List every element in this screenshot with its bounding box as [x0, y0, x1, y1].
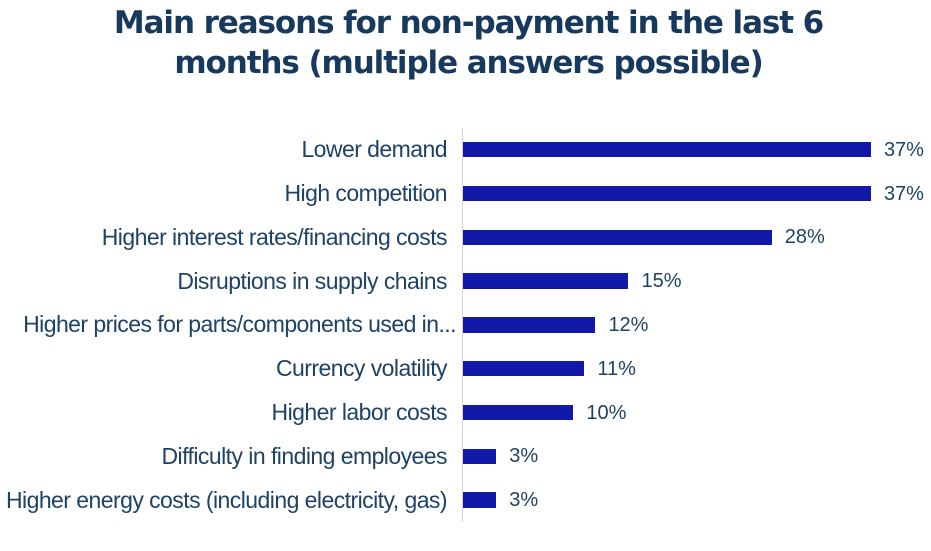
- bar: [463, 404, 574, 421]
- bar: [463, 229, 772, 246]
- category-label: Lower demand: [301, 136, 447, 163]
- value-label: 37%: [883, 138, 924, 161]
- chart-title: Main reasons for non-payment in the last…: [3, 3, 931, 83]
- category-label: Currency volatility: [275, 355, 448, 382]
- category-label: Higher prices for parts/components used …: [23, 311, 456, 338]
- bar: [463, 492, 497, 508]
- value-label: 3%: [509, 489, 539, 512]
- value-label: 28%: [784, 226, 825, 249]
- category-label: Higher interest rates/financing costs: [101, 223, 448, 250]
- category-label: Difficulty in finding employees: [161, 442, 447, 469]
- value-label: 15%: [641, 270, 682, 293]
- bar: [463, 448, 497, 465]
- value-label: 12%: [608, 313, 649, 336]
- bar: [463, 360, 585, 377]
- value-label: 3%: [509, 445, 539, 468]
- bar: [463, 317, 596, 333]
- bar: [463, 185, 871, 202]
- value-label: 11%: [597, 357, 636, 380]
- category-label: Higher energy costs (including electrici…: [5, 486, 448, 513]
- chart-title-text: Main reasons for non-payment in the last…: [113, 5, 824, 81]
- bar: [463, 141, 871, 158]
- bar: [463, 273, 629, 289]
- category-label: High competition: [284, 180, 447, 206]
- value-label: 37%: [883, 182, 924, 205]
- category-label: Higher labor costs: [271, 399, 448, 425]
- y-axis-line: [461, 127, 463, 522]
- value-label: 10%: [586, 401, 627, 424]
- category-label: Disruptions in supply chains: [177, 267, 447, 294]
